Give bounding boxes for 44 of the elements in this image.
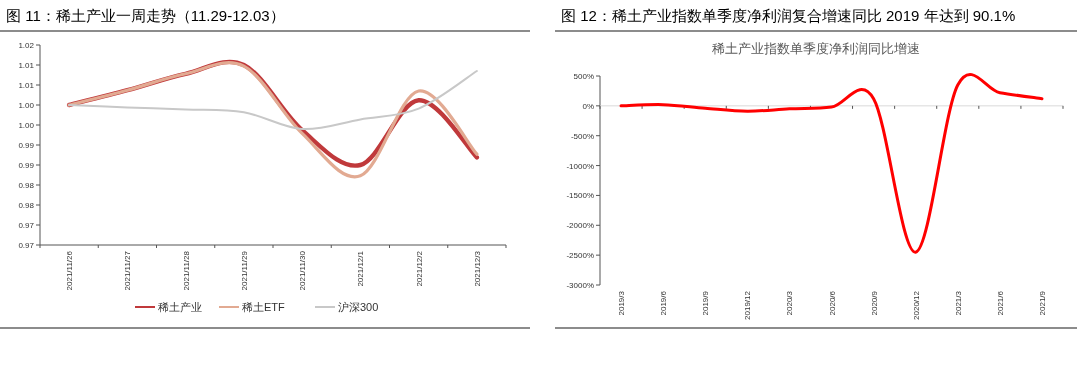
x-tick-label: 2021/9 — [1037, 290, 1047, 316]
y-tick-label: -2000% — [566, 221, 594, 231]
x-tick-label: 2021/6 — [995, 290, 1005, 316]
x-tick-label: 2021/12/1 — [356, 250, 366, 287]
y-tick-label: 1.02 — [18, 41, 35, 50]
chart-title: 图 12：稀土产业指数单季度净利润复合增速同比 2019 年达到 90.1% — [561, 7, 1016, 24]
x-tick-label: 2020/9 — [869, 290, 879, 316]
x-tick-label: 2021/11/27 — [123, 250, 133, 291]
legend-label: 沪深300 — [338, 301, 379, 313]
x-tick-label: 2019/6 — [659, 290, 669, 316]
x-tick-label: 2019/3 — [617, 290, 627, 316]
y-tick-label: 1.00 — [18, 101, 35, 110]
y-tick-label: 0.97 — [18, 221, 35, 230]
y-tick-label: 0% — [582, 101, 594, 111]
chart-subtitle: 稀土产业指数单季度净利润同比增速 — [712, 41, 920, 56]
y-tick-label: -1500% — [566, 191, 594, 201]
x-tick-label: 2021/12/3 — [472, 250, 482, 287]
legend-label: 稀土产业 — [158, 301, 202, 313]
x-tick-label: 2021/11/28 — [181, 250, 191, 291]
chart-title: 图 11：稀土产业一周走势（11.29-12.03） — [6, 7, 285, 24]
legend-label: 稀土ETF — [242, 301, 286, 313]
y-tick-label: 0.97 — [18, 241, 35, 250]
x-tick-label: 2021/11/30 — [298, 250, 308, 291]
y-tick-label: 1.00 — [18, 121, 35, 130]
y-tick-label: 0.99 — [18, 161, 35, 170]
x-tick-label: 2019/9 — [701, 290, 711, 316]
y-tick-label: 500% — [573, 72, 594, 81]
x-tick-label: 2020/6 — [827, 290, 837, 316]
x-tick-label: 2020/3 — [785, 290, 795, 316]
y-tick-label: 0.98 — [18, 201, 35, 210]
y-tick-label: 0.99 — [18, 141, 35, 150]
x-tick-label: 2021/12/2 — [414, 250, 424, 287]
y-tick-label: -500% — [570, 131, 594, 141]
y-tick-label: 1.01 — [18, 81, 35, 90]
y-tick-label: 1.01 — [18, 61, 35, 70]
x-tick-label: 2020/12 — [911, 290, 921, 320]
x-tick-label: 2021/11/29 — [239, 250, 249, 291]
y-tick-label: -1000% — [566, 161, 594, 171]
x-tick-label: 2021/11/26 — [65, 250, 75, 291]
x-tick-label: 2019/12 — [743, 290, 753, 320]
y-tick-label: 0.98 — [18, 181, 35, 190]
x-tick-label: 2021/3 — [953, 290, 963, 316]
y-tick-label: -2500% — [566, 251, 594, 261]
y-tick-label: -3000% — [566, 281, 594, 290]
